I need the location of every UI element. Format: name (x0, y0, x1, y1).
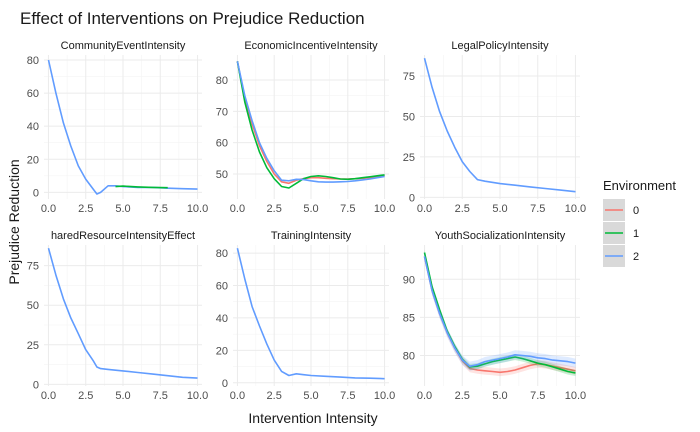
chart-title: Effect of Interventions on Prejudice Red… (20, 9, 365, 28)
series-line-1 (236, 61, 385, 189)
facet-panel-2: 0.0 2.5 5.0 7.5 10.0 0 25 50 75 LegalPolicyIntens… (403, 40, 586, 215)
x-tick-label: 7.5 (153, 203, 168, 215)
x-tick-label: 10.0 (374, 390, 395, 402)
legend-label-1: 1 (633, 228, 639, 240)
legend-label-2: 2 (633, 251, 639, 263)
y-tick-label: 40 (27, 121, 39, 133)
facet-strip-label: LegalPolicyIntensity (451, 40, 549, 52)
facet-strip-label: CommunityEventIntensity (61, 40, 186, 52)
y-tick-label: 80 (216, 75, 228, 87)
x-tick-label: 2.5 (78, 390, 93, 402)
x-tick-label: 2.5 (455, 390, 470, 402)
series-line-1 (115, 185, 168, 189)
x-tick-label: 5.0 (492, 390, 507, 402)
facet-strip-label: haredResourceIntensityEffect (51, 230, 195, 242)
x-tick-label: 10.0 (187, 390, 208, 402)
x-tick-label: 2.5 (267, 203, 282, 215)
y-tick-label: 0 (33, 379, 39, 391)
y-tick-label: 85 (403, 312, 415, 324)
legend-title: Environment (603, 178, 676, 193)
y-tick-label: 75 (403, 71, 415, 83)
y-tick-label: 0 (33, 187, 39, 199)
facet-panel-1: 0.0 2.5 5.0 7.5 10.0 50 60 70 80 EconomicIncentiv… (216, 40, 396, 215)
facet-strip-label: TrainingIntensity (271, 230, 352, 242)
x-tick-label: 5.0 (115, 390, 130, 402)
x-tick-label: 0.0 (230, 390, 245, 402)
legend: Environment 0 1 2 (603, 178, 676, 267)
y-tick-label: 40 (216, 313, 228, 325)
x-tick-label: 2.5 (78, 203, 93, 215)
x-tick-label: 7.5 (530, 390, 545, 402)
facet-panel-3: 0.0 2.5 5.0 7.5 10.0 0 25 50 75 haredResourceInte… (27, 230, 208, 402)
y-tick-label: 60 (216, 138, 228, 150)
x-tick-label: 7.5 (340, 390, 355, 402)
y-tick-label: 25 (403, 152, 415, 164)
x-tick-label: 7.5 (153, 390, 168, 402)
x-tick-label: 0.0 (230, 203, 245, 215)
y-tick-label: 0 (409, 192, 415, 204)
series-band-2 (424, 251, 576, 371)
series-line-2 (236, 248, 385, 380)
series-line-2 (423, 256, 576, 368)
x-axis-title: Intervention Intensity (248, 410, 377, 426)
y-tick-label: 80 (403, 351, 415, 363)
y-tick-label: 80 (216, 248, 228, 260)
facet-strip-label: EconomicIncentiveIntensity (244, 40, 378, 52)
y-tick-label: 20 (27, 154, 39, 166)
y-tick-label: 50 (27, 300, 39, 312)
y-tick-label: 80 (27, 55, 39, 67)
facet-panel-4: 0.0 2.5 5.0 7.5 10.0 0 20 40 60 80 TrainingIntensi… (216, 230, 396, 402)
y-tick-label: 50 (216, 169, 228, 181)
x-tick-label: 7.5 (530, 203, 545, 215)
y-tick-label: 25 (27, 340, 39, 352)
x-tick-label: 10.0 (565, 203, 586, 215)
x-tick-label: 5.0 (115, 203, 130, 215)
x-tick-label: 5.0 (303, 390, 318, 402)
facet-panel-0: 0.0 2.5 5.0 7.5 10.0 0 20 40 60 80 CommunityEventI… (27, 40, 208, 215)
x-tick-label: 0.0 (41, 390, 56, 402)
y-tick-label: 20 (216, 345, 228, 357)
x-tick-label: 10.0 (374, 203, 395, 215)
y-tick-label: 90 (403, 274, 415, 286)
facet-panels: 0.0 2.5 5.0 7.5 10.0 0 20 40 60 80 CommunityEventI… (27, 40, 586, 402)
series-line-2 (236, 61, 385, 183)
x-tick-label: 7.5 (340, 203, 355, 215)
x-tick-label: 10.0 (187, 203, 208, 215)
y-tick-label: 60 (216, 281, 228, 293)
y-tick-label: 70 (216, 106, 228, 118)
y-tick-label: 50 (403, 111, 415, 123)
y-tick-label: 75 (27, 261, 39, 273)
facet-strip-label: YouthSocializationIntensity (435, 230, 566, 242)
facet-panel-5: 0.0 2.5 5.0 7.5 10.0 80 85 90 YouthSocialization… (403, 230, 586, 402)
x-tick-label: 2.5 (455, 203, 470, 215)
y-tick-label: 0 (222, 378, 228, 390)
x-tick-label: 0.0 (41, 203, 56, 215)
x-tick-label: 0.0 (417, 203, 432, 215)
y-tick-label: 60 (27, 88, 39, 100)
x-tick-label: 10.0 (565, 390, 586, 402)
series-line-2 (47, 247, 198, 379)
legend-label-0: 0 (633, 205, 639, 217)
x-tick-label: 0.0 (417, 390, 432, 402)
x-tick-label: 5.0 (303, 203, 318, 215)
y-axis-title: Prejudice Reduction (6, 159, 22, 284)
x-tick-label: 2.5 (267, 390, 282, 402)
x-tick-label: 5.0 (492, 203, 507, 215)
series-line-2 (423, 57, 576, 193)
